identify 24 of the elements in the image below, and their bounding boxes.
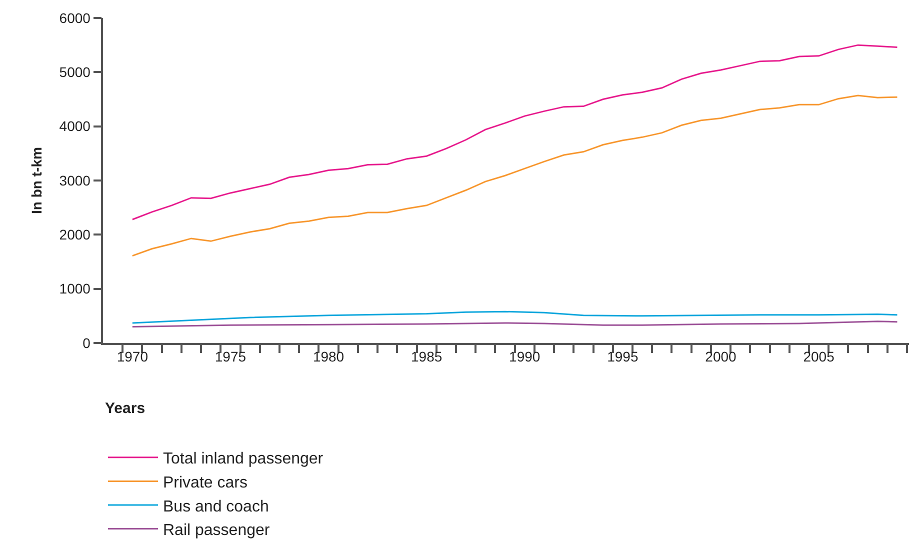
line-series <box>132 44 898 220</box>
x-tick-label: 1970 <box>116 348 148 365</box>
legend-label: Rail passenger <box>163 522 270 540</box>
y-axis-title: In bn t-km <box>28 147 44 214</box>
x-tick-label: 2005 <box>803 348 835 365</box>
line-series <box>132 94 898 257</box>
x-tick-label: 1990 <box>509 348 540 365</box>
x-tick-label: 2000 <box>705 348 737 365</box>
y-tick-label: 3000 <box>59 172 91 188</box>
y-tick-label: 4000 <box>59 118 91 134</box>
x-tick-label: 1985 <box>411 348 442 365</box>
y-tick-label: 2000 <box>59 226 91 243</box>
legend-label: Total inland passenger <box>163 450 324 468</box>
x-tick-label: 1995 <box>607 348 638 365</box>
x-tick-label: 1975 <box>214 348 246 365</box>
y-tick-label: 5000 <box>59 64 91 80</box>
y-tick-label: 1000 <box>59 280 91 297</box>
legend-label: Bus and coach <box>163 498 269 516</box>
y-tick-label: 6000 <box>59 10 91 26</box>
y-tick-label: 0 <box>82 334 91 351</box>
x-axis-title: Years <box>105 400 146 417</box>
x-tick-label: 1980 <box>312 348 344 365</box>
legend-label: Private cars <box>163 474 248 492</box>
line-series <box>132 310 898 324</box>
